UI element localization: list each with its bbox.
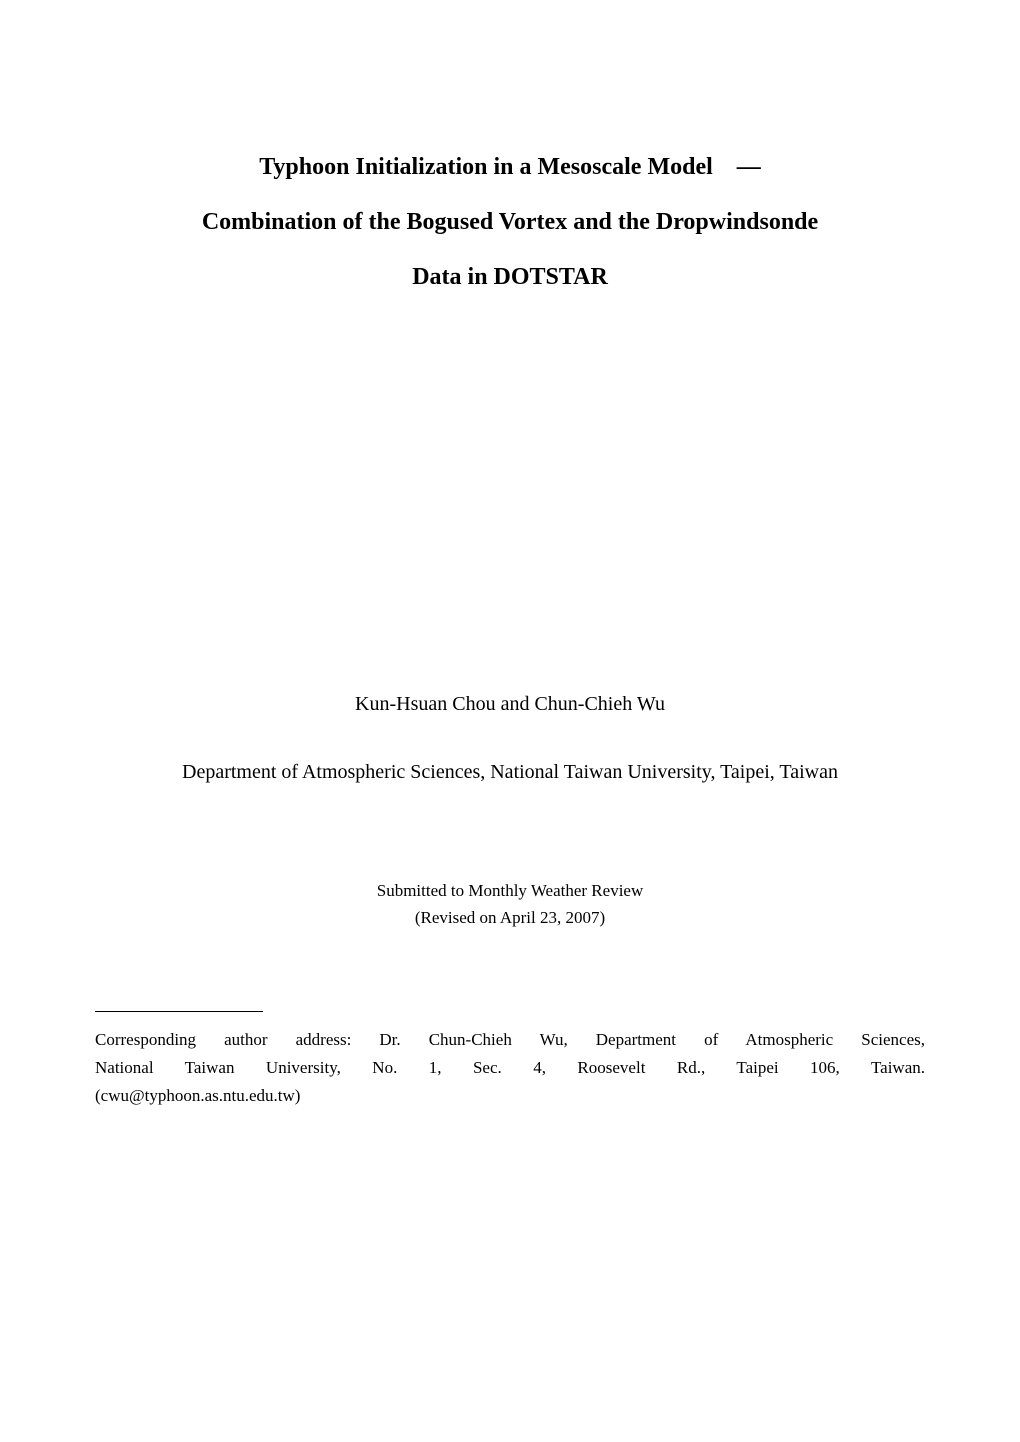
submission-block: Submitted to Monthly Weather Review (Rev… [95,877,925,931]
correspondence-block: Corresponding author address: Dr. Chun-C… [95,1026,925,1110]
affiliation: Department of Atmospheric Sciences, Nati… [95,752,925,792]
title-line-1: Typhoon Initialization in a Mesoscale Mo… [95,140,925,195]
title-line-3: Data in DOTSTAR [95,250,925,305]
authors-block: Kun-Hsuan Chou and Chun-Chieh Wu [95,686,925,722]
submission-journal: Submitted to Monthly Weather Review [95,877,925,904]
correspondence-email: (cwu@typhoon.as.ntu.edu.tw) [95,1082,925,1110]
title-line-2: Combination of the Bogused Vortex and th… [95,195,925,250]
affiliation-block: Department of Atmospheric Sciences, Nati… [95,752,925,792]
title-block: Typhoon Initialization in a Mesoscale Mo… [95,140,925,306]
correspondence-line-2: National Taiwan University, No. 1, Sec. … [95,1054,925,1082]
submission-date: (Revised on April 23, 2007) [95,904,925,931]
footnote-separator [95,1011,263,1012]
authors: Kun-Hsuan Chou and Chun-Chieh Wu [95,686,925,722]
correspondence-line-1: Corresponding author address: Dr. Chun-C… [95,1026,925,1054]
